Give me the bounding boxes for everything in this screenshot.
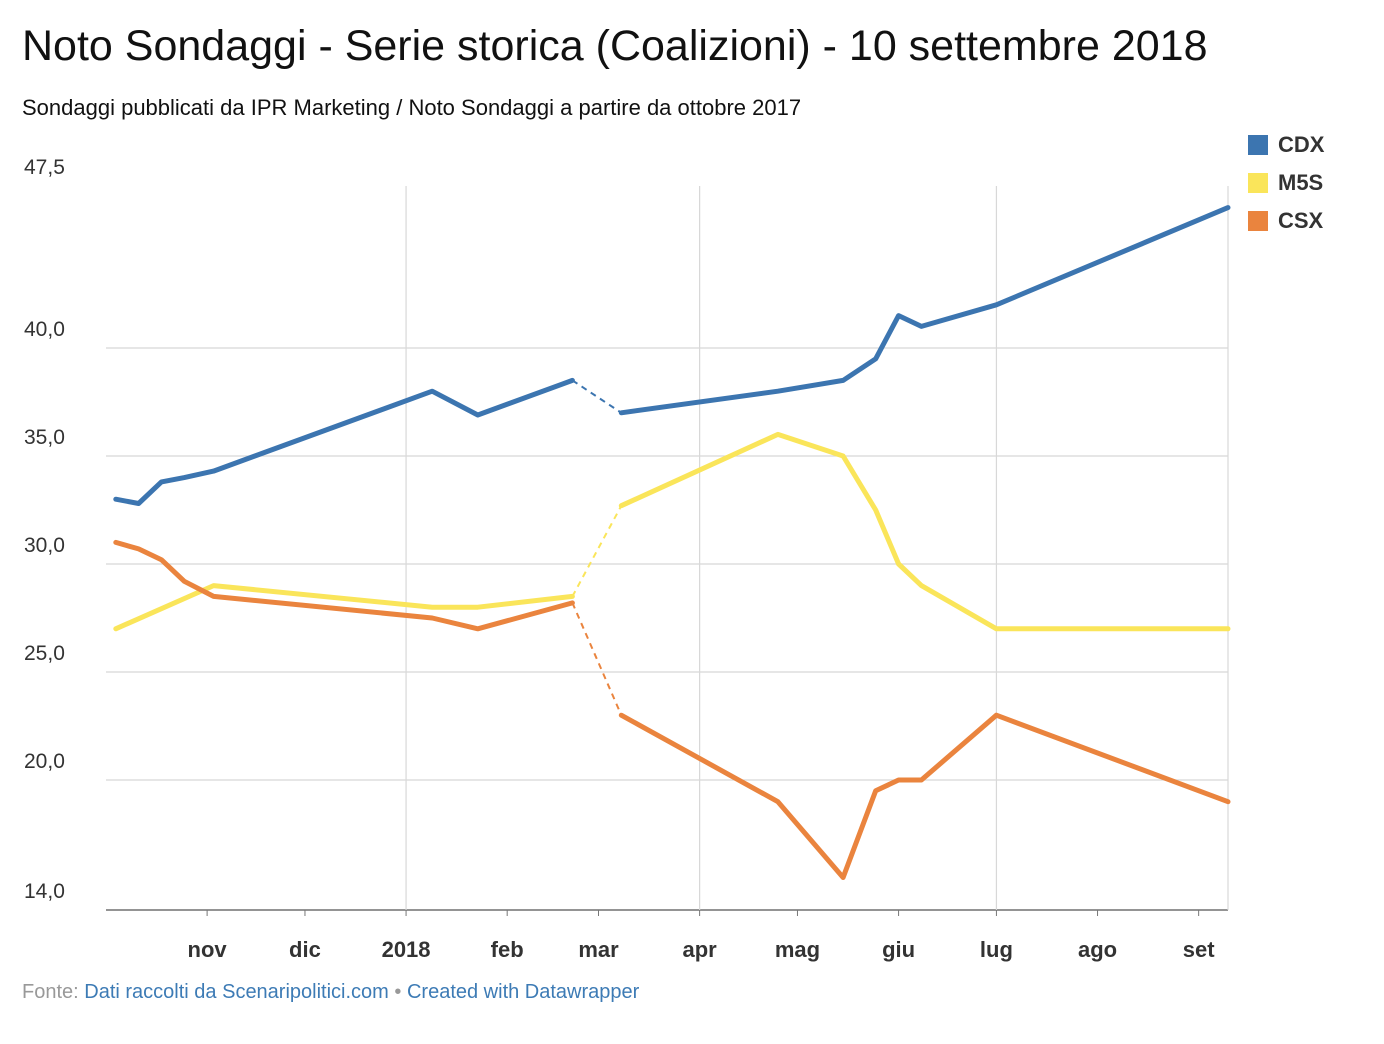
y-tick-label: 14,0 [24, 880, 65, 903]
source-link[interactable]: Dati raccolti da Scenaripolitici.com [84, 981, 389, 1003]
series-line-csx [113, 539, 575, 632]
x-tick-label: mag [775, 937, 820, 962]
source-label: Fonte: [22, 981, 79, 1003]
y-tick-label: 20,0 [24, 750, 65, 773]
x-tick-label: set [1183, 937, 1215, 962]
legend-label-m5s: M5S [1278, 170, 1324, 195]
series-gap-cdx [571, 379, 622, 414]
x-tick-label: feb [491, 937, 524, 962]
x-tick-label: giu [882, 937, 915, 962]
y-tick-label: 40,0 [24, 318, 65, 341]
x-tick-label: ago [1078, 937, 1117, 962]
legend-label-csx: CSX [1278, 208, 1324, 233]
y-tick-label: 30,0 [24, 534, 65, 557]
y-tick-label: 35,0 [24, 426, 65, 449]
legend-swatch-m5s [1248, 173, 1268, 193]
x-tick-label: mar [578, 937, 619, 962]
datawrapper-link[interactable]: Created with Datawrapper [406, 981, 640, 1003]
series-line-csx [618, 712, 1231, 880]
series-line-cdx [113, 377, 575, 506]
chart-legend: CDX M5S CSX [1248, 126, 1324, 240]
legend-swatch-cdx [1248, 135, 1268, 155]
legend-label-cdx: CDX [1278, 132, 1325, 157]
chart-subtitle: Sondaggi pubblicati da IPR Marketing / N… [22, 95, 802, 120]
series-gap-csx [571, 602, 623, 716]
x-tick-label: dic [289, 937, 321, 962]
series-line-m5s [618, 431, 1231, 632]
series-gap-m5s [571, 505, 623, 597]
chart-footer: Fonte: Dati raccolti da Scenaripolitici.… [22, 981, 639, 1004]
series-line-cdx [618, 205, 1231, 416]
x-tick-label: 2018 [382, 937, 431, 962]
footer-separator: • [394, 981, 402, 1003]
x-tick-label: apr [682, 937, 717, 962]
legend-swatch-csx [1248, 211, 1268, 231]
legend-item-cdx: CDX [1248, 126, 1324, 164]
x-tick-label: lug [980, 937, 1013, 962]
chart-title: Noto Sondaggi - Serie storica (Coalizion… [22, 22, 1208, 70]
legend-item-m5s: M5S [1248, 164, 1324, 202]
legend-item-csx: CSX [1248, 202, 1324, 240]
x-tick-label: nov [188, 937, 228, 962]
y-tick-label: 47,5 [24, 156, 65, 179]
y-tick-label: 25,0 [24, 642, 65, 665]
